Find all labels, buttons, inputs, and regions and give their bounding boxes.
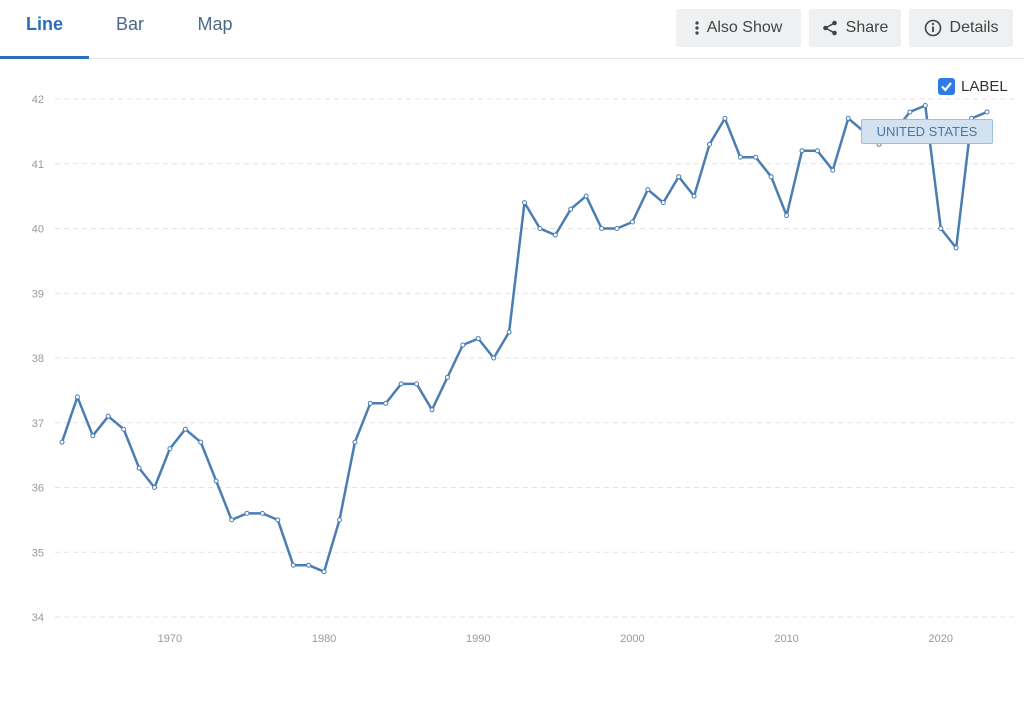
data-point[interactable] [121, 426, 127, 432]
y-tick-label: 34 [32, 612, 44, 624]
data-point[interactable] [938, 226, 944, 231]
data-point[interactable] [707, 141, 712, 147]
data-point[interactable] [922, 102, 928, 108]
data-point[interactable] [629, 219, 635, 225]
also-show-button[interactable]: Also Show [676, 9, 801, 47]
x-tick-label: 1980 [312, 633, 336, 645]
share-label: Share [845, 19, 889, 36]
data-point[interactable] [460, 342, 466, 348]
details-button[interactable]: Details [909, 9, 1013, 47]
data-point[interactable] [491, 355, 497, 361]
label-checkbox[interactable] [938, 78, 955, 95]
x-tick-label: 2010 [774, 633, 798, 645]
data-point[interactable] [337, 517, 342, 523]
y-tick-label: 37 [32, 418, 44, 430]
data-point[interactable] [506, 329, 512, 335]
data-point[interactable] [167, 446, 173, 452]
data-point[interactable] [213, 478, 219, 484]
data-point[interactable] [722, 115, 728, 121]
y-tick-label: 39 [32, 288, 44, 300]
data-point[interactable] [691, 193, 697, 199]
chart-type-tabs: Line Bar Map [0, 0, 1024, 59]
data-point[interactable] [768, 174, 774, 180]
label-checkbox-text: LABEL [961, 78, 1008, 95]
also-show-label: Also Show [706, 19, 783, 36]
series-points [59, 102, 990, 575]
data-point[interactable] [105, 413, 111, 419]
x-tick-label: 2000 [620, 633, 644, 645]
details-label: Details [949, 19, 999, 36]
data-point[interactable] [352, 439, 358, 445]
series-tooltip: UNITED STATES [861, 119, 993, 144]
data-point[interactable] [74, 394, 80, 400]
data-point[interactable] [383, 400, 389, 406]
data-point[interactable] [275, 517, 281, 523]
data-point[interactable] [537, 226, 543, 231]
data-point[interactable] [475, 336, 481, 342]
data-point[interactable] [953, 245, 959, 251]
info-icon [924, 19, 941, 37]
data-point[interactable] [599, 226, 605, 231]
data-point[interactable] [152, 485, 157, 490]
data-point[interactable] [753, 154, 759, 160]
data-point[interactable] [799, 148, 805, 154]
data-point[interactable] [845, 115, 851, 121]
data-point[interactable] [398, 381, 404, 387]
data-point[interactable] [830, 167, 836, 173]
data-point[interactable] [259, 510, 265, 516]
x-tick-label: 1970 [158, 633, 182, 645]
checkmark-icon [941, 82, 952, 92]
data-point[interactable] [414, 381, 420, 387]
data-point[interactable] [984, 109, 990, 115]
data-point[interactable] [244, 510, 250, 516]
data-point[interactable] [814, 148, 820, 154]
data-point[interactable] [676, 174, 682, 180]
data-point[interactable] [321, 569, 327, 575]
data-point[interactable] [568, 206, 574, 212]
data-point[interactable] [660, 200, 666, 206]
data-point[interactable] [522, 200, 527, 206]
data-point[interactable] [229, 517, 235, 523]
more-vertical-icon [695, 21, 699, 35]
line-chart: 34 35 36 37 38 39 40 41 42 1970 1980 1990 2000 2010 2… [32, 94, 1018, 645]
y-tick-label: 40 [32, 224, 44, 236]
gridlines [55, 98, 1018, 618]
data-point[interactable] [784, 213, 790, 219]
data-point[interactable] [645, 187, 651, 193]
data-point[interactable] [182, 426, 188, 432]
y-tick-label: 35 [32, 547, 44, 559]
data-point[interactable] [737, 154, 743, 160]
data-point[interactable] [306, 562, 312, 568]
y-tick-label: 41 [32, 159, 44, 171]
data-point[interactable] [367, 400, 373, 406]
data-point[interactable] [429, 407, 435, 413]
x-tick-label: 1990 [466, 633, 490, 645]
data-point[interactable] [290, 562, 296, 568]
tab-line[interactable]: Line [0, 0, 89, 59]
data-point[interactable] [614, 226, 620, 231]
share-button[interactable]: Share [809, 9, 901, 47]
data-point[interactable] [583, 193, 589, 199]
data-point[interactable] [59, 439, 65, 445]
data-point[interactable] [444, 374, 450, 380]
data-point[interactable] [907, 109, 913, 115]
data-point[interactable] [198, 439, 204, 445]
tab-bar[interactable]: Bar [115, 14, 144, 34]
data-point[interactable] [136, 465, 142, 471]
y-tick-label: 38 [32, 353, 44, 365]
data-point[interactable] [90, 433, 96, 439]
series-line-united-states [60, 104, 988, 573]
x-tick-label: 2020 [929, 633, 953, 645]
y-tick-label: 42 [32, 94, 44, 106]
data-point[interactable] [552, 232, 558, 238]
x-axis-ticks: 1970 1980 1990 2000 2010 2020 [158, 633, 953, 645]
share-icon [822, 20, 837, 36]
y-tick-label: 36 [32, 483, 44, 495]
tab-map[interactable]: Map [197, 14, 233, 34]
y-axis-ticks: 34 35 36 37 38 39 40 41 42 [32, 94, 44, 624]
